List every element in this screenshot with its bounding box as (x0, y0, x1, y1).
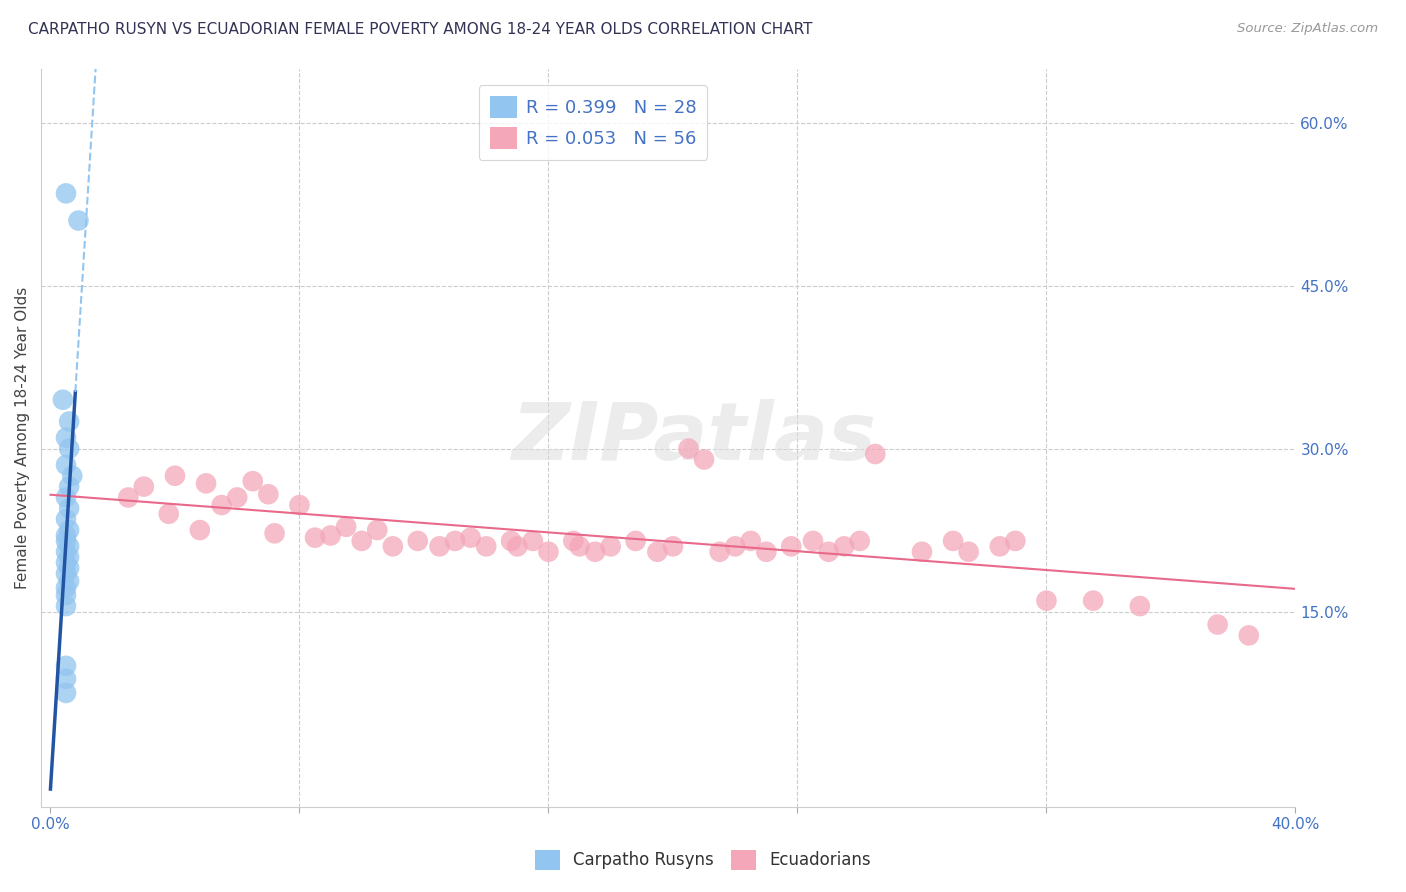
Point (988, 539, 1011, 553)
Point (848, 533, 870, 548)
Point (911, 545, 934, 559)
Point (55, 599, 77, 613)
Point (58, 414, 80, 428)
Point (942, 533, 965, 548)
Point (755, 545, 778, 559)
Point (188, 523, 211, 537)
Point (381, 539, 404, 553)
Point (740, 533, 762, 548)
Point (55, 533, 77, 548)
Point (460, 531, 482, 545)
Point (211, 498, 233, 512)
Point (780, 539, 803, 553)
Point (1004, 533, 1026, 548)
Point (55, 658, 77, 673)
Point (55, 581, 77, 595)
Point (67, 213, 90, 227)
Point (58, 550, 80, 565)
Point (624, 533, 647, 548)
Point (350, 533, 373, 548)
Point (163, 468, 186, 483)
Point (506, 539, 529, 553)
Text: Source: ZipAtlas.com: Source: ZipAtlas.com (1237, 22, 1378, 36)
Point (55, 588, 77, 602)
Point (55, 512, 77, 526)
Point (195, 476, 218, 491)
Point (406, 533, 429, 548)
Point (444, 533, 467, 548)
Point (58, 501, 80, 516)
Point (263, 526, 285, 541)
Point (801, 533, 824, 548)
Point (817, 545, 839, 559)
Point (1129, 599, 1152, 613)
Point (537, 545, 560, 559)
Point (678, 442, 700, 456)
Point (257, 487, 280, 501)
Point (55, 491, 77, 505)
Point (60, 468, 83, 483)
Point (157, 507, 180, 521)
Point (55, 556, 77, 570)
Point (132, 480, 155, 494)
Point (957, 545, 980, 559)
Point (724, 539, 747, 553)
Point (1035, 593, 1057, 607)
Point (58, 480, 80, 494)
Y-axis label: Female Poverty Among 18-24 Year Olds: Female Poverty Among 18-24 Year Olds (15, 286, 30, 589)
Point (647, 545, 669, 559)
Point (226, 491, 249, 505)
Point (501, 533, 523, 548)
Point (319, 528, 342, 542)
Point (583, 545, 606, 559)
Point (55, 431, 77, 445)
Point (568, 539, 591, 553)
Point (58, 574, 80, 588)
Point (55, 528, 77, 542)
Point (117, 491, 139, 505)
Text: ZIPatlas: ZIPatlas (510, 399, 876, 476)
Point (52, 392, 75, 407)
Point (599, 539, 621, 553)
Point (709, 545, 731, 559)
Point (1206, 617, 1229, 632)
Point (475, 539, 498, 553)
Point (55, 672, 77, 686)
Point (55, 566, 77, 581)
Point (242, 474, 264, 488)
Point (366, 523, 388, 537)
Point (55, 186, 77, 201)
Point (832, 539, 855, 553)
Point (662, 539, 685, 553)
Point (55, 458, 77, 472)
Legend: R = 0.399   N = 28, R = 0.053   N = 56: R = 0.399 N = 28, R = 0.053 N = 56 (479, 85, 707, 160)
Point (429, 539, 451, 553)
Point (1237, 628, 1260, 642)
Point (58, 561, 80, 575)
Point (1081, 593, 1104, 607)
Point (693, 452, 716, 467)
Legend: Carpatho Rusyns, Ecuadorians: Carpatho Rusyns, Ecuadorians (529, 843, 877, 877)
Point (55, 686, 77, 700)
Point (562, 533, 585, 548)
Point (55, 545, 77, 559)
Point (58, 539, 80, 553)
Text: CARPATHO RUSYN VS ECUADORIAN FEMALE POVERTY AMONG 18-24 YEAR OLDS CORRELATION CH: CARPATHO RUSYN VS ECUADORIAN FEMALE POVE… (28, 22, 813, 37)
Point (522, 533, 544, 548)
Point (304, 531, 326, 545)
Point (865, 447, 887, 461)
Point (288, 498, 311, 512)
Point (58, 442, 80, 456)
Point (58, 523, 80, 537)
Point (335, 520, 357, 534)
